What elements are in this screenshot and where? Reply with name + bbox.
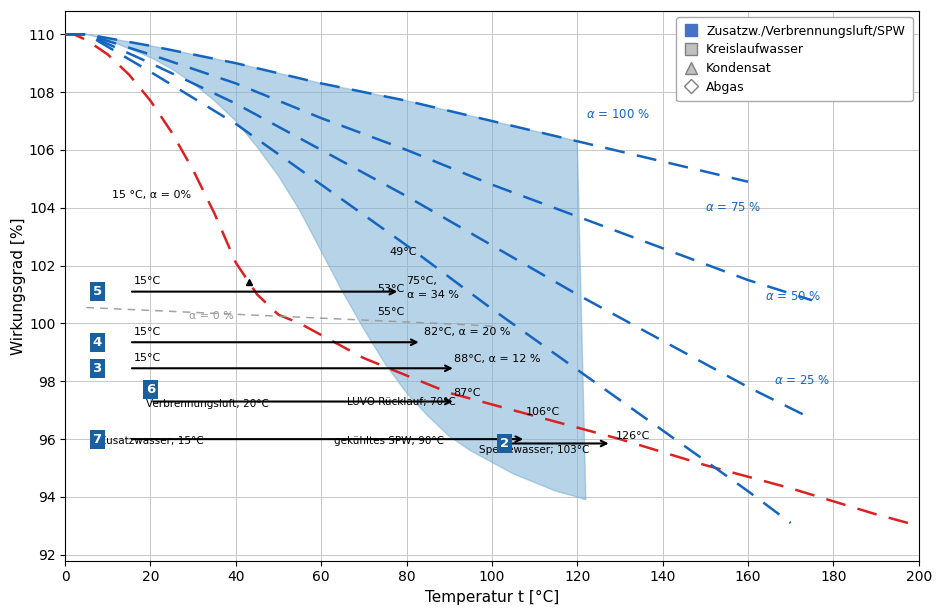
Text: $\alpha$ = 100 %: $\alpha$ = 100 % bbox=[586, 108, 650, 121]
Text: LUVO Rücklauf; 70°C: LUVO Rücklauf; 70°C bbox=[347, 397, 455, 407]
Text: 5: 5 bbox=[92, 285, 102, 298]
Text: 6: 6 bbox=[146, 383, 155, 395]
Text: 106°C: 106°C bbox=[526, 407, 560, 416]
Text: gekühltes SPW; 90°C: gekühltes SPW; 90°C bbox=[334, 436, 444, 447]
Text: 2: 2 bbox=[500, 437, 509, 450]
Text: α = 0 %: α = 0 % bbox=[189, 311, 234, 321]
Text: $\alpha$ = 50 %: $\alpha$ = 50 % bbox=[765, 290, 821, 303]
Text: Verbrennungsluft; 20°C: Verbrennungsluft; 20°C bbox=[146, 399, 269, 409]
Text: 15°C: 15°C bbox=[133, 277, 160, 286]
Text: α = 34 %: α = 34 % bbox=[406, 290, 458, 300]
Text: 126°C: 126°C bbox=[616, 431, 650, 440]
Text: 15 °C, α = 0%: 15 °C, α = 0% bbox=[112, 190, 191, 200]
Polygon shape bbox=[65, 34, 586, 500]
Text: $\alpha$ = 25 %: $\alpha$ = 25 % bbox=[773, 374, 830, 387]
Text: 3: 3 bbox=[92, 362, 102, 375]
Text: Zusatzwasser; 15°C: Zusatzwasser; 15°C bbox=[99, 436, 204, 447]
Text: $\alpha$ = 75 %: $\alpha$ = 75 % bbox=[705, 201, 762, 214]
Text: 4: 4 bbox=[92, 336, 102, 349]
X-axis label: Temperatur t [°C]: Temperatur t [°C] bbox=[424, 590, 559, 605]
Text: 75°C,: 75°C, bbox=[406, 277, 438, 286]
Text: 7: 7 bbox=[92, 432, 102, 445]
Legend: Zusatzw./Verbrennungsluft/SPW, Kreislaufwasser, Kondensat, Abgas: Zusatzw./Verbrennungsluft/SPW, Kreislauf… bbox=[676, 17, 913, 101]
Text: 55°C: 55°C bbox=[376, 307, 404, 317]
Text: Speisewasser; 103°C: Speisewasser; 103°C bbox=[479, 445, 589, 455]
Text: 88°C, α = 12 %: 88°C, α = 12 % bbox=[454, 354, 540, 365]
Y-axis label: Wirkungsgrad [%]: Wirkungsgrad [%] bbox=[11, 217, 26, 355]
Text: 53°C: 53°C bbox=[376, 283, 404, 294]
Text: 15°C: 15°C bbox=[133, 354, 160, 363]
Text: 49°C: 49°C bbox=[389, 248, 417, 257]
Text: 87°C: 87°C bbox=[454, 388, 481, 399]
Text: 82°C, α = 20 %: 82°C, α = 20 % bbox=[423, 327, 510, 337]
Text: 15°C: 15°C bbox=[133, 327, 160, 338]
